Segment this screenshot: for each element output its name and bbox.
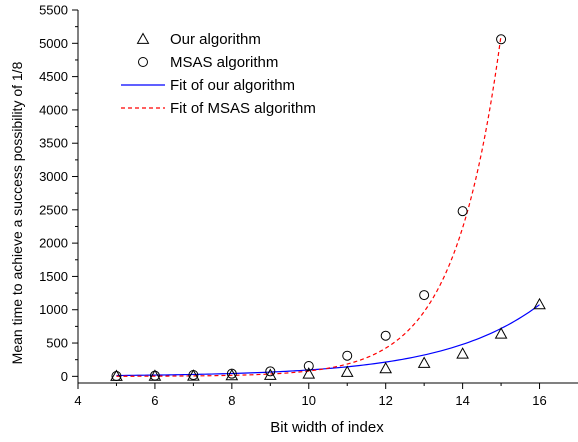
y-tick-label: 5000 — [39, 36, 68, 51]
msas-point — [342, 350, 353, 361]
y-tick-label: 4500 — [39, 69, 68, 84]
msas-point — [419, 290, 430, 301]
legend-marker-circle — [138, 57, 148, 67]
msas-point — [457, 206, 468, 217]
our-algorithm-point — [340, 365, 354, 377]
y-tick-label: 3000 — [39, 169, 68, 184]
msas-point — [265, 366, 276, 377]
fit-our-line — [116, 304, 540, 377]
our-algorithm-point — [302, 367, 316, 379]
our-algorithm-point — [263, 368, 277, 380]
y-tick-label: 3500 — [39, 136, 68, 151]
y-tick-label: 1500 — [39, 269, 68, 284]
x-tick-label: 8 — [228, 393, 235, 408]
msas-point — [496, 34, 507, 45]
our-algorithm-point — [494, 327, 508, 339]
our-algorithm-point — [417, 356, 431, 368]
our-algorithm-point — [225, 368, 239, 381]
msas-point — [149, 370, 160, 381]
our-algorithm-point — [379, 361, 393, 374]
msas-point — [111, 371, 122, 382]
legend-label: Fit of our algorithm — [170, 77, 295, 94]
legend-label: MSAS algorithm — [170, 54, 278, 71]
legend-label: Our algorithm — [170, 31, 261, 48]
x-axis-title: Bit width of index — [270, 419, 384, 436]
axes: 4 6 8 10 12 14 16 0 500 1000 1500 2000 2500 3000 3500 4… — [39, 3, 578, 408]
x-tick-label: 16 — [532, 393, 546, 408]
msas-point — [303, 361, 314, 372]
our-algorithm-point — [533, 297, 546, 310]
msas-point — [226, 368, 237, 379]
x-tick-label: 6 — [151, 393, 158, 408]
msas-point — [380, 330, 391, 341]
data-points — [110, 34, 546, 382]
x-tick-label: 12 — [378, 393, 392, 408]
y-tick-label: 4000 — [39, 102, 68, 117]
legend-marker-triangle — [136, 32, 150, 44]
y-tick-label: 0 — [61, 369, 68, 384]
y-tick-label: 2000 — [39, 236, 68, 251]
legend-label: Fit of MSAS algorithm — [170, 100, 316, 117]
x-tick-label: 4 — [74, 393, 81, 408]
y-tick-label: 500 — [46, 336, 68, 351]
msas-point — [188, 370, 199, 381]
x-tick-label: 10 — [302, 393, 316, 408]
y-tick-label: 2500 — [39, 202, 68, 217]
legend: Our algorithm MSAS algorithm Fit of our al… — [121, 31, 316, 117]
y-tick-label: 5500 — [39, 3, 68, 18]
y-axis-title: Mean time to achieve a success possibili… — [9, 61, 25, 364]
y-tick-label: 1000 — [39, 302, 68, 317]
our-algorithm-point — [187, 369, 200, 381]
our-algorithm-point — [456, 347, 469, 359]
x-tick-label: 14 — [455, 393, 469, 408]
